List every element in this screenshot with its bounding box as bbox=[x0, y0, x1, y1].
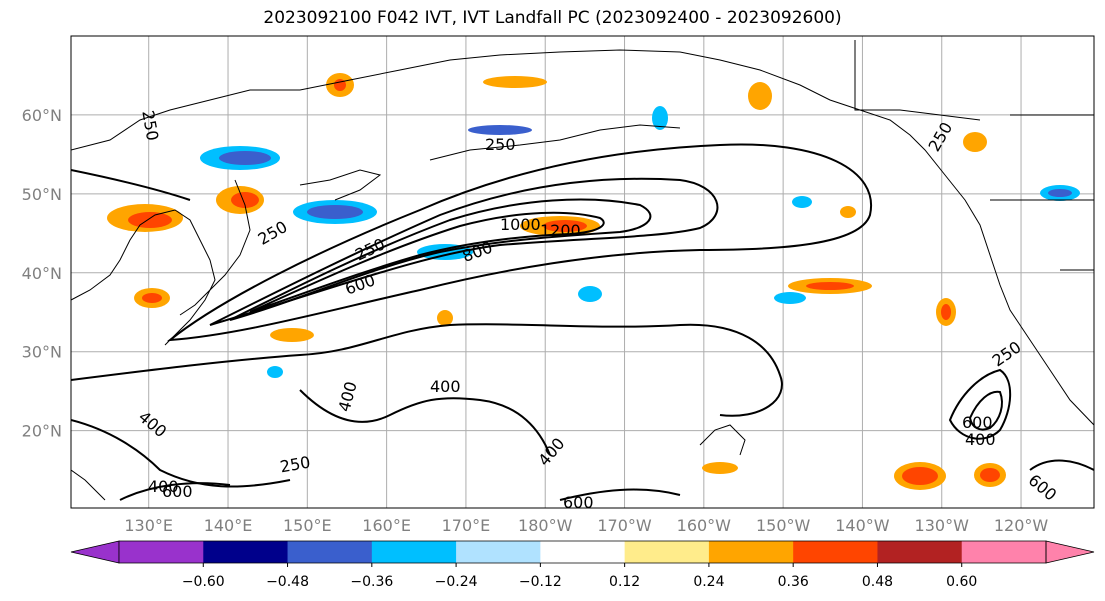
anomaly-blob bbox=[270, 328, 314, 342]
anomaly-blob bbox=[963, 132, 987, 152]
colorbar-tick-label: −0.36 bbox=[350, 574, 393, 590]
colorbar-extend-high bbox=[1045, 540, 1095, 564]
map-area bbox=[71, 36, 1094, 508]
ivt-anomaly-fills bbox=[107, 73, 1080, 490]
coastlines bbox=[71, 40, 1094, 501]
anomaly-blob bbox=[219, 151, 271, 165]
lon-label: 140°W bbox=[835, 516, 890, 535]
colorbar-tick-label: 0.12 bbox=[609, 574, 640, 590]
contour-label: 600 bbox=[962, 413, 993, 432]
anomaly-blob bbox=[231, 192, 259, 208]
colorbar-segment bbox=[456, 541, 541, 563]
lon-label: 160°W bbox=[677, 516, 732, 535]
anomaly-blob bbox=[1048, 189, 1072, 197]
anomaly-blob bbox=[806, 282, 854, 290]
contour-label: 600 bbox=[162, 482, 193, 501]
colorbar-segment bbox=[624, 541, 710, 563]
colorbar-extend-low bbox=[70, 540, 120, 564]
lon-label: 170°E bbox=[442, 516, 491, 535]
lon-label: 130°E bbox=[124, 516, 173, 535]
latitude-labels: 20°N 30°N 40°N 50°N 60°N bbox=[22, 106, 62, 441]
ivt-contours bbox=[71, 143, 1094, 501]
contour-label: 250 bbox=[485, 135, 516, 154]
colorbar-segment bbox=[203, 541, 289, 563]
colorbar-segment bbox=[877, 541, 963, 563]
anomaly-blob bbox=[267, 366, 283, 378]
colorbar-tick-label: 0.60 bbox=[946, 574, 977, 590]
colorbar-segment bbox=[287, 541, 373, 563]
anomaly-blob bbox=[334, 79, 346, 91]
anomaly-blob bbox=[307, 205, 363, 219]
anomaly-blob bbox=[980, 468, 1000, 482]
colorbar-segment bbox=[708, 541, 794, 563]
colorbar-tick-label: 0.24 bbox=[693, 574, 724, 590]
lon-label: 170°W bbox=[597, 516, 652, 535]
anomaly-blob bbox=[142, 293, 162, 303]
lat-label: 30°N bbox=[22, 343, 62, 362]
anomaly-blob bbox=[792, 196, 812, 208]
lon-label: 180°W bbox=[518, 516, 573, 535]
anomaly-blob bbox=[840, 206, 856, 218]
colorbar-tick-label: 0.36 bbox=[778, 574, 809, 590]
map-frame bbox=[70, 35, 1095, 509]
contour-label: 1000 bbox=[500, 215, 541, 234]
anomaly-blob bbox=[902, 467, 938, 485]
lon-label: 150°W bbox=[756, 516, 811, 535]
lon-label: 140°E bbox=[204, 516, 253, 535]
colorbar-segment bbox=[119, 541, 204, 563]
anomaly-blob bbox=[128, 212, 172, 228]
colorbar-tick-label: −0.12 bbox=[519, 574, 562, 590]
gridlines bbox=[71, 36, 1094, 508]
colorbar-tick-label: 0.48 bbox=[862, 574, 893, 590]
lon-label: 120°W bbox=[994, 516, 1049, 535]
colorbar-segment bbox=[793, 541, 878, 563]
colorbar bbox=[70, 540, 1095, 564]
contour-label: 400 bbox=[148, 477, 179, 496]
contour-label: 400 bbox=[430, 377, 461, 396]
colorbar-segment bbox=[371, 541, 457, 563]
anomaly-blob bbox=[437, 310, 453, 326]
longitude-labels: 130°E 140°E 150°E 160°E 170°E 180°W 170°W 160°W… bbox=[124, 516, 1048, 535]
lon-label: 150°E bbox=[283, 516, 332, 535]
lon-label: 160°E bbox=[362, 516, 411, 535]
anomaly-blob bbox=[468, 125, 532, 135]
anomaly-blob bbox=[578, 286, 602, 302]
contour-label: 600 bbox=[563, 493, 594, 512]
anomaly-blob bbox=[652, 106, 668, 130]
colorbar-tick-label: −0.24 bbox=[435, 574, 478, 590]
anomaly-blob bbox=[748, 82, 772, 110]
colorbar-tick-labels: −0.60 −0.48 −0.36 −0.24 −0.12 0.12 0.24 0.36 0.4… bbox=[182, 563, 977, 590]
colorbar-tick-label: −0.60 bbox=[182, 574, 225, 590]
colorbar-segment bbox=[961, 541, 1047, 563]
anomaly-blob bbox=[543, 220, 587, 232]
contour-label: 400 bbox=[965, 430, 996, 449]
anomaly-blob bbox=[483, 76, 547, 88]
anomaly-blob bbox=[702, 462, 738, 474]
map-title: 2023092100 F042 IVT, IVT Landfall PC (20… bbox=[263, 8, 842, 28]
anomaly-blob bbox=[941, 304, 951, 320]
lat-label: 60°N bbox=[22, 106, 62, 125]
lon-label: 130°W bbox=[915, 516, 970, 535]
lat-label: 50°N bbox=[22, 185, 62, 204]
colorbar-tick-label: −0.48 bbox=[266, 574, 309, 590]
colorbar-segment bbox=[540, 541, 626, 563]
contour-label: 1200 bbox=[540, 221, 581, 240]
anomaly-blob bbox=[774, 292, 806, 304]
lat-label: 40°N bbox=[22, 264, 62, 283]
lat-label: 20°N bbox=[22, 422, 62, 441]
colorbar-outline bbox=[118, 540, 1047, 564]
